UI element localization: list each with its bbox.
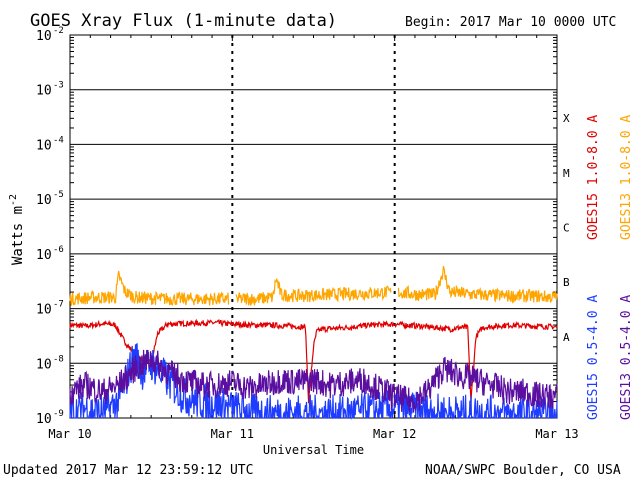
y-tick-label-exponent: -9 (53, 409, 64, 419)
flare-class-label: M (563, 167, 570, 180)
y-tick-label-exponent: -5 (53, 190, 64, 200)
y-tick-label-exponent: -2 (53, 26, 64, 36)
x-axis-label: Universal Time (263, 443, 364, 457)
flare-class-label: B (563, 276, 570, 289)
y-tick-label-exponent: -8 (53, 354, 64, 364)
updated-timestamp: Updated 2017 Mar 12 23:59:12 UTC (3, 463, 253, 478)
x-tick-label: Mar 13 (535, 427, 578, 441)
y-tick-label-exponent: -3 (53, 81, 64, 91)
y-tick-label-exponent: -6 (53, 245, 64, 255)
y-tick-label-base: 10 (36, 84, 52, 99)
y-tick-label-base: 10 (36, 138, 52, 153)
flare-class-label: A (563, 331, 570, 344)
chart-title: GOES Xray Flux (1-minute data) (30, 11, 337, 31)
series-line-3 (69, 349, 558, 413)
x-tick-label: Mar 12 (373, 427, 416, 441)
y-axis-label-exponent: -2 (8, 194, 19, 206)
flare-class-label: X (563, 112, 570, 125)
y-tick-label-base: 10 (36, 248, 52, 263)
begin-label: Begin: 2017 Mar 10 0000 UTC (405, 15, 616, 30)
y-axis-label: Watts m-2 (8, 194, 26, 265)
y-tick-label-exponent: -7 (53, 300, 64, 310)
x-tick-label: Mar 10 (48, 427, 91, 441)
series-line-1 (69, 265, 558, 307)
legend-entry-3: GOES13 0.5-4.0 A (619, 295, 634, 420)
flare-class-label: C (563, 222, 570, 235)
y-axis-label-text: Watts m (10, 206, 26, 265)
y-tick-label-base: 10 (36, 412, 52, 427)
legend-entry-1: GOES13 1.0-8.0 A (619, 115, 634, 240)
y-tick-label-base: 10 (36, 303, 52, 318)
legend-entry-0: GOES15 1.0-8.0 A (586, 115, 601, 240)
y-tick-label-base: 10 (36, 357, 52, 372)
credit-label: NOAA/SWPC Boulder, CO USA (425, 463, 621, 478)
x-tick-label: Mar 11 (211, 427, 254, 441)
y-tick-label-exponent: -4 (53, 135, 64, 145)
y-tick-label-base: 10 (36, 193, 52, 208)
y-tick-label-base: 10 (36, 29, 52, 44)
legend-entry-2: GOES15 0.5-4.0 A (586, 295, 601, 420)
